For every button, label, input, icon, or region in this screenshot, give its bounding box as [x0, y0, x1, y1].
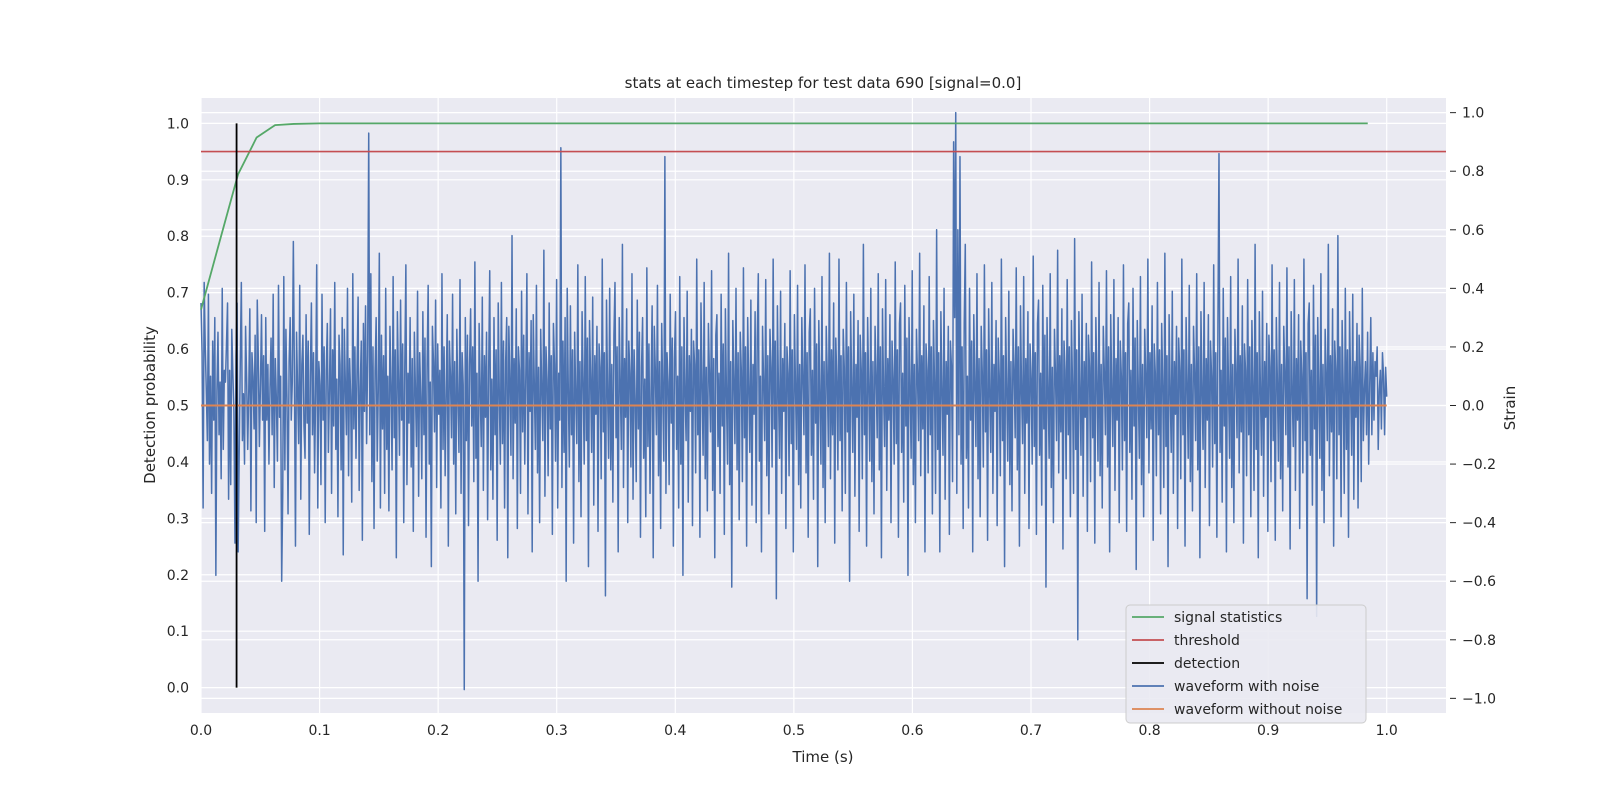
legend-label-detection: detection	[1174, 656, 1240, 672]
legend-label-threshold: threshold	[1174, 633, 1240, 649]
x-tick-label: 0.8	[1138, 723, 1160, 739]
x-tick-label: 0.2	[427, 723, 449, 739]
y-right-tick-label: 0.8	[1462, 164, 1484, 180]
legend-item-signal-statistics: signal statistics	[1132, 610, 1282, 626]
y-left-tick-label: 0.4	[167, 455, 189, 471]
x-tick-label: 0.6	[901, 723, 923, 739]
series-line-waveform-with-noise	[200, 111, 1388, 691]
y-left-tick-label: 0.0	[167, 681, 189, 697]
x-tick-label: 0.1	[308, 723, 330, 739]
x-tick-label: 0.5	[783, 723, 805, 739]
y-left-tick-label: 0.5	[167, 399, 189, 415]
y-right-tick-label: −0.2	[1462, 457, 1496, 473]
legend-box	[1125, 604, 1367, 724]
series-line-signal-statistics	[200, 122, 1368, 310]
y-left-tick-label: 0.1	[167, 624, 189, 640]
legend-label-waveform-without-noise: waveform without noise	[1174, 702, 1342, 718]
y-left-tick-label: 0.3	[167, 511, 189, 527]
chart-title: stats at each timestep for test data 690…	[625, 74, 1022, 92]
y-left-tick-label: 0.7	[167, 286, 189, 302]
y-left-tick-label: 1.0	[167, 116, 189, 132]
y-right-tick-label: 1.0	[1462, 106, 1484, 122]
legend-item-waveform-with-noise: waveform with noise	[1132, 679, 1319, 695]
legend-item-threshold: threshold	[1132, 633, 1240, 649]
x-tick-label: 0.3	[546, 723, 568, 739]
tick-layer: 0.0 0.1 0.2 0.3 0.4 0.5 0.6 0.7 0.8 0.9 1.0 0.0 0.1 0…	[167, 106, 1496, 739]
x-tick-label: 1.0	[1376, 723, 1398, 739]
y-axis-right-title: Strain	[1501, 386, 1519, 430]
y-right-tick-label: −0.8	[1462, 633, 1496, 649]
x-axis-title: Time (s)	[792, 748, 854, 766]
x-tick-label: 0.4	[664, 723, 686, 739]
y-left-tick-label: 0.2	[167, 568, 189, 584]
y-right-tick-label: −0.4	[1462, 516, 1496, 532]
y-left-tick-label: 0.8	[167, 229, 189, 245]
y-right-tick-label: 0.4	[1462, 281, 1484, 297]
y-right-tick-label: 0.2	[1462, 340, 1484, 356]
y-right-tick-label: 0.0	[1462, 399, 1484, 415]
x-tick-label: 0.7	[1020, 723, 1042, 739]
y-axis-left-title: Detection probability	[141, 326, 159, 484]
y-left-tick-label: 0.9	[167, 173, 189, 189]
legend-label-signal-statistics: signal statistics	[1174, 610, 1282, 626]
legend: signal statistics threshold detection wa…	[1125, 604, 1367, 724]
series-layer	[200, 111, 1446, 691]
x-tick-label: 0.0	[190, 723, 212, 739]
legend-label-waveform-with-noise: waveform with noise	[1174, 679, 1319, 695]
y-right-tick-label: −1.0	[1462, 691, 1496, 707]
y-right-tick-label: 0.6	[1462, 223, 1484, 239]
legend-item-detection: detection	[1132, 656, 1240, 672]
legend-item-waveform-without-noise: waveform without noise	[1132, 702, 1342, 718]
y-right-tick-label: −0.6	[1462, 574, 1496, 590]
y-left-tick-label: 0.6	[167, 342, 189, 358]
x-tick-label: 0.9	[1257, 723, 1279, 739]
